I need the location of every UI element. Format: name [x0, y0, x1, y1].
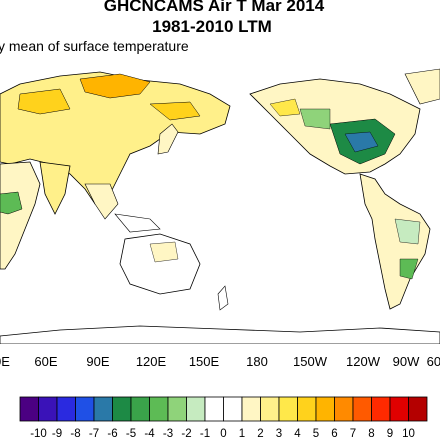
japan-island — [157, 123, 179, 155]
colorbar-swatch — [167, 396, 187, 422]
colorbar-swatch — [352, 396, 372, 422]
x-tick-label: 90W — [392, 354, 420, 369]
colorbar-level-label: 6 — [331, 428, 338, 440]
colorbar-level-label: 9 — [386, 428, 394, 440]
colorbar-swatch — [56, 396, 76, 422]
x-tick-label: 60E — [34, 354, 58, 369]
colorbar-level-label: 0 — [220, 428, 227, 440]
colorbar-swatch — [149, 396, 169, 422]
colorbar-swatch — [278, 396, 298, 422]
colorbar-level-label: -4 — [144, 428, 155, 440]
colorbar-level-label: 4 — [294, 428, 301, 440]
colorbar-level-label: 2 — [257, 428, 264, 440]
antarctica — [0, 325, 440, 344]
color-legend-bar — [19, 396, 428, 422]
greenland — [404, 68, 440, 105]
colorbar-level-label: -5 — [125, 428, 137, 440]
world-anomaly-map — [0, 68, 440, 344]
colorbar-swatch — [38, 396, 58, 422]
x-tick-label: 150W — [293, 354, 327, 369]
colorbar-swatch — [371, 396, 391, 422]
colorbar-swatch — [75, 396, 95, 422]
colorbar-level-label: -7 — [88, 428, 100, 440]
x-tick-label: 120W — [346, 354, 380, 369]
map-title: GHCNCAMS Air T Mar 2014 — [103, 0, 325, 15]
colorbar-level-label: -2 — [181, 428, 192, 440]
colorbar-swatch — [297, 396, 317, 422]
colorbar-level-label: -3 — [162, 428, 174, 440]
x-tick-label: 120E — [135, 354, 167, 369]
colorbar-swatch — [93, 396, 113, 422]
new-zealand — [217, 285, 229, 311]
australia-landmass — [119, 233, 201, 295]
colorbar-swatch — [408, 396, 428, 422]
colorbar-swatch — [223, 396, 243, 422]
eurasia-landmass — [0, 71, 231, 205]
africa-landmass — [0, 161, 41, 270]
x-tick-label: 150E — [188, 354, 220, 369]
colorbar-swatch — [241, 396, 261, 422]
colorbar-level-label: -6 — [107, 428, 118, 440]
x-tick-label: 0E — [0, 354, 10, 369]
colorbar-swatch — [19, 396, 39, 422]
colorbar-swatch — [186, 396, 206, 422]
colorbar-swatch — [130, 396, 150, 422]
colorbar-level-label: 3 — [275, 428, 283, 440]
colorbar-swatch — [204, 396, 224, 422]
south-america-landmass — [359, 173, 431, 310]
colorbar-level-label: 10 — [402, 428, 415, 440]
variable-description: y mean of surface temperature — [0, 38, 189, 54]
map-subtitle-period: 1981-2010 LTM — [152, 17, 272, 36]
south-asia-landmass — [39, 161, 161, 233]
colorbar-swatch — [334, 396, 354, 422]
colorbar-swatch — [112, 396, 132, 422]
colorbar-level-label: -8 — [70, 428, 81, 440]
colorbar-level-label: -9 — [51, 428, 63, 440]
x-tick-label: 90E — [86, 354, 110, 369]
x-tick-label: 60W — [426, 354, 440, 369]
colorbar-level-label: 7 — [349, 428, 357, 440]
x-tick-label: 180 — [246, 354, 268, 369]
colorbar-level-label: 1 — [238, 428, 246, 440]
colorbar-level-label: 5 — [312, 428, 320, 440]
colorbar-swatch — [389, 396, 409, 422]
colorbar-swatch — [315, 396, 335, 422]
colorbar-level-label: -10 — [30, 428, 47, 440]
colorbar-swatch — [260, 396, 280, 422]
north-america-landmass — [249, 78, 421, 175]
colorbar-level-label: 8 — [368, 428, 375, 440]
colorbar-level-label: -1 — [199, 428, 211, 440]
